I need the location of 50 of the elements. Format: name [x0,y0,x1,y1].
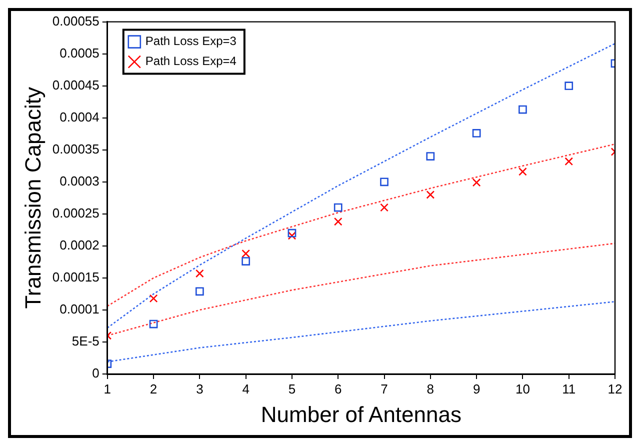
y-tick-label: 5E-5 [72,334,100,349]
y-tick-label: 0.00055 [52,13,100,28]
x-tick-label: 11 [562,381,576,396]
point [426,152,435,160]
y-tick-label: 0.00015 [52,270,100,285]
point [564,82,574,90]
point [196,269,204,278]
x-tick-label: 10 [515,381,530,396]
point [380,203,388,212]
point [242,257,250,266]
point [334,203,342,212]
y-axis-title: Transmission Capacity [20,87,46,309]
point [196,287,204,296]
point [288,228,296,238]
x-tick-label: 1 [104,381,112,396]
point [518,105,527,114]
legend-label: Path Loss Exp=3 [145,34,237,48]
point [564,157,574,166]
y-tick-label: 0.00045 [52,77,100,92]
point [242,249,250,258]
y-tick-label: 0.0005 [60,45,100,60]
x-tick-label: 5 [288,381,296,396]
line-series [107,143,615,307]
x-tick-label: 4 [242,381,250,396]
legend-label: Path Loss Exp=4 [145,54,237,68]
point [472,178,481,187]
point [334,217,342,226]
point [380,178,388,186]
x-tick-label: 7 [380,381,388,396]
x-tick-label: 12 [608,381,622,396]
y-tick-label: 0.0004 [60,109,100,124]
x-tick-label: 2 [150,381,158,396]
y-tick-label: 0.0001 [60,302,100,317]
x-tick-label: 9 [472,381,480,396]
y-tick-label: 0 [92,366,100,381]
y-tick-label: 0.0002 [60,238,100,253]
x-axis-title: Number of Antennas [260,402,462,427]
x-tick-label: 6 [334,381,342,396]
point [149,294,158,303]
x-tick-label: 8 [426,381,434,396]
point [426,190,435,199]
point [288,231,296,240]
x-tick-label: 3 [196,381,204,396]
y-tick-label: 0.00025 [52,205,100,220]
point [472,129,481,138]
y-tick-label: 0.00035 [52,141,100,156]
line-series [107,242,615,336]
y-tick-label: 0.0003 [60,173,100,188]
point [518,167,527,176]
point [149,320,158,328]
